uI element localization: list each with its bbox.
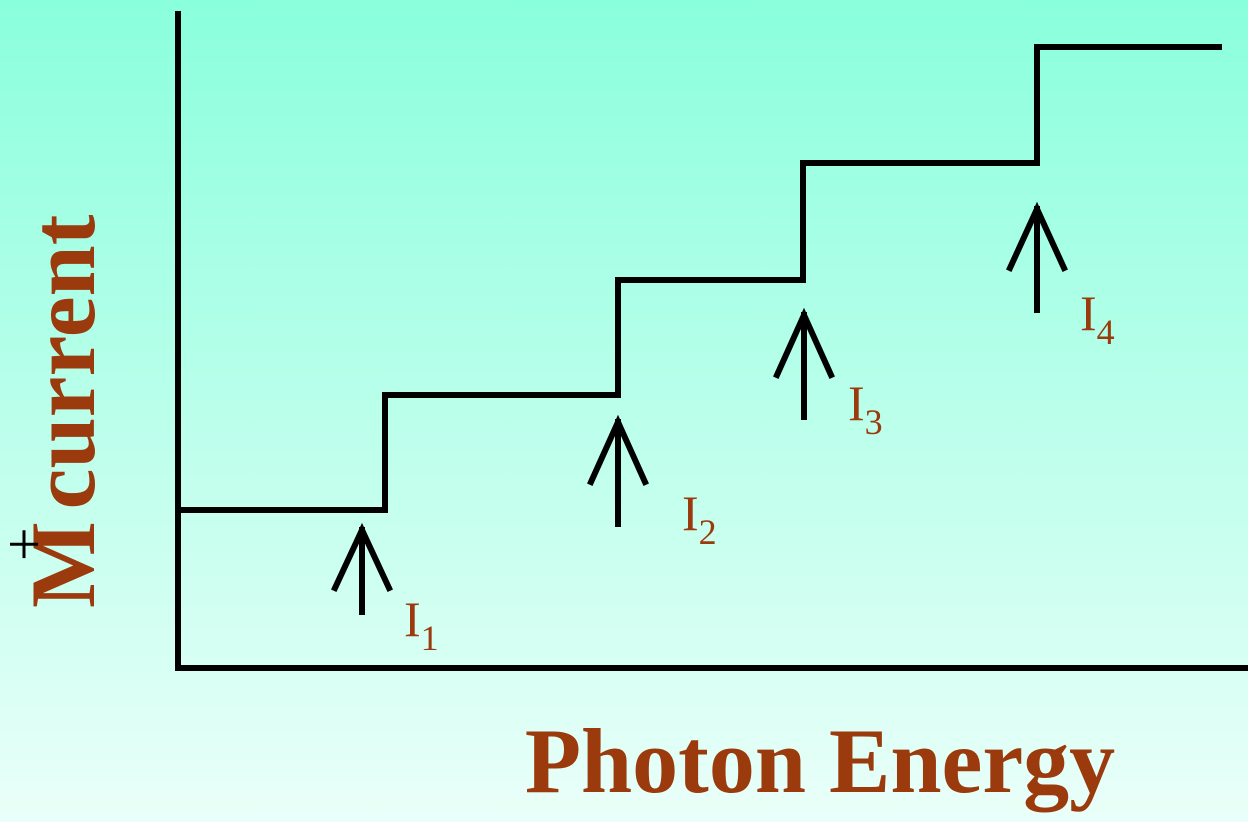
text-part: current <box>12 214 114 509</box>
arrow <box>773 307 835 420</box>
staircase <box>178 44 1222 513</box>
text-part: M <box>12 521 114 608</box>
x-axis-title: Photon Energy <box>525 710 1115 812</box>
text-part: I <box>404 591 421 647</box>
arrow <box>331 522 393 615</box>
text-part: 4 <box>1097 312 1115 352</box>
arrow <box>1006 201 1068 313</box>
text-part: I <box>848 375 865 431</box>
text-part: 3 <box>865 402 883 442</box>
threshold-label: I4 <box>1080 285 1115 352</box>
threshold-label: I2 <box>682 485 717 552</box>
text-part: I <box>682 485 699 541</box>
text-part: 1 <box>421 618 439 658</box>
text-part: + <box>0 527 57 561</box>
threshold-label: I1 <box>404 591 439 658</box>
arrow <box>587 414 649 527</box>
y-axis-title: M+ current <box>0 214 114 608</box>
text-part: I <box>1080 285 1097 341</box>
text-part: 2 <box>699 512 717 552</box>
threshold-label: I3 <box>848 375 883 442</box>
